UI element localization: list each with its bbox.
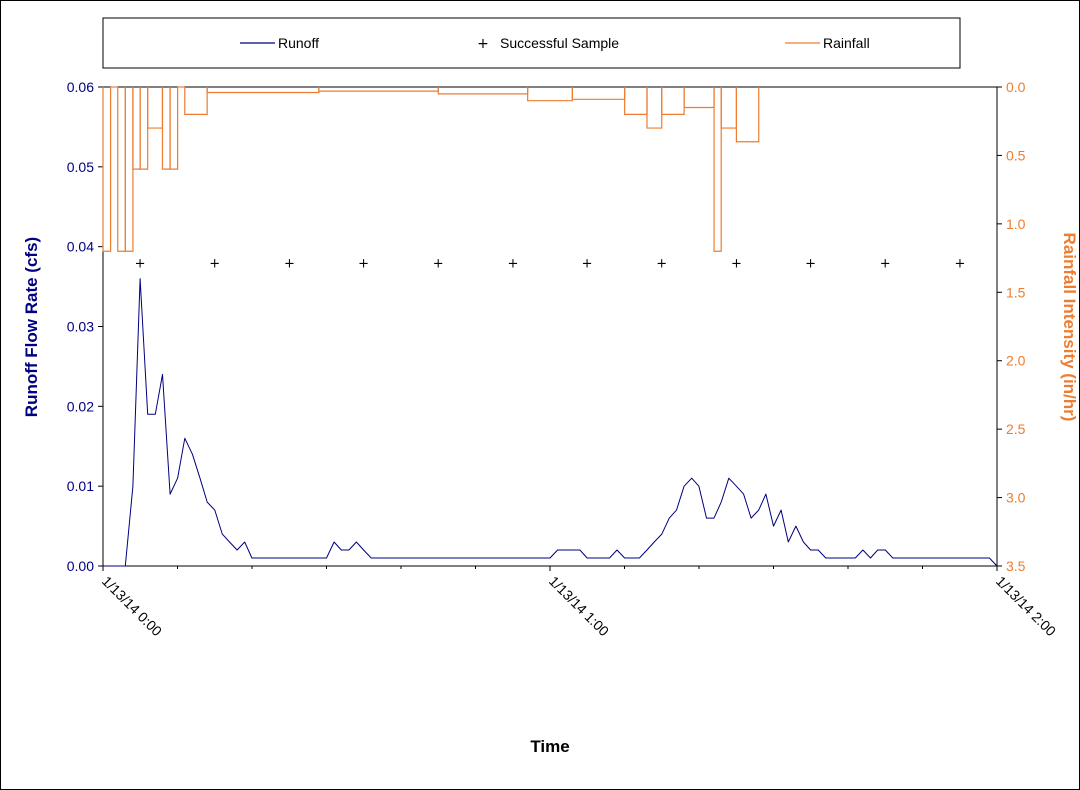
- sample-marker: +: [880, 257, 891, 272]
- runoff-series: [103, 278, 998, 567]
- sample-marker: +: [284, 257, 295, 272]
- sample-marker: +: [433, 257, 444, 272]
- x-axis-title: Time: [530, 737, 569, 756]
- y-left-tick-label: 0.02: [67, 398, 94, 414]
- y-left-axis-title: Runoff Flow Rate (cfs): [22, 237, 41, 417]
- rainfall-step: [124, 87, 134, 252]
- legend-sample-label: Successful Sample: [500, 35, 619, 51]
- y-right-tick-label: 2.5: [1006, 421, 1026, 437]
- y-right-tick-label: 1.0: [1006, 216, 1026, 232]
- rainfall-step: [571, 87, 626, 100]
- y-left-tick-label: 0.00: [67, 558, 94, 574]
- x-tick-label: 1/13/14 1:00: [546, 573, 613, 640]
- x-axis: 1/13/14 0:00 1/13/14 1:00 1/13/14 2:00: [99, 566, 1060, 640]
- rainfall-step: [713, 87, 722, 252]
- y-left-tick-label: 0.01: [67, 478, 94, 494]
- y-left-tick-label: 0.05: [67, 159, 94, 175]
- sample-marker: +: [358, 257, 369, 272]
- rainfall-step: [646, 87, 663, 129]
- rainfall-step: [117, 87, 126, 252]
- rainfall-step: [624, 87, 648, 115]
- y-right-tick-label: 0.5: [1006, 147, 1026, 163]
- sample-marker: +: [209, 257, 220, 272]
- rainfall-step: [161, 87, 171, 170]
- legend: Runoff + Successful Sample Rainfall: [102, 17, 961, 69]
- y-right-tick-label: 1.5: [1006, 284, 1026, 300]
- rainfall-step: [169, 87, 179, 170]
- x-tick-label: 1/13/14 2:00: [993, 573, 1060, 640]
- sample-series: + + + + + + + + + + + +: [135, 257, 966, 272]
- runoff-line: [103, 278, 998, 567]
- x-tick-label: 1/13/14 0:00: [99, 573, 166, 640]
- y-left-axis: 0.00 0.01 0.02 0.03 0.04 0.05 0.06: [67, 79, 103, 574]
- rainfall-step: [735, 87, 760, 143]
- sample-marker: +: [954, 257, 965, 272]
- sample-marker: +: [135, 257, 146, 272]
- sample-marker: +: [507, 257, 518, 272]
- legend-sample-marker: +: [477, 36, 489, 52]
- rainfall-step: [147, 87, 164, 129]
- rainfall-step: [206, 87, 320, 94]
- plot-area: [102, 86, 998, 567]
- rainfall-step: [139, 87, 149, 170]
- sample-marker: +: [582, 257, 593, 272]
- rainfall-step: [184, 87, 208, 115]
- rainfall-step: [683, 87, 715, 109]
- legend-runoff-label: Runoff: [278, 35, 319, 51]
- y-right-tick-label: 3.0: [1006, 490, 1026, 506]
- sample-marker: +: [656, 257, 667, 272]
- y-left-tick-label: 0.06: [67, 79, 94, 95]
- rainfall-step: [318, 87, 439, 92]
- rainfall-step: [132, 87, 141, 170]
- y-right-tick-label: 3.5: [1006, 558, 1026, 574]
- rainfall-step: [437, 87, 529, 95]
- rainfall-step: [102, 87, 112, 252]
- y-left-tick-label: 0.04: [67, 239, 94, 255]
- sample-marker: +: [731, 257, 742, 272]
- y-right-tick-label: 2.0: [1006, 353, 1026, 369]
- y-right-axis-title: Rainfall Intensity (in/hr): [1060, 233, 1079, 422]
- rainfall-step: [527, 87, 573, 102]
- y-right-tick-label: 0.0: [1006, 79, 1026, 95]
- rainfall-series: [102, 86, 760, 252]
- rainfall-step: [720, 87, 737, 129]
- y-right-axis: 0.0 0.5 1.0 1.5 2.0 2.5 3.0 3.5: [997, 79, 1026, 574]
- sample-marker: +: [805, 257, 816, 272]
- legend-rainfall-label: Rainfall: [823, 35, 870, 51]
- rainfall-step: [661, 87, 685, 115]
- y-left-tick-label: 0.03: [67, 319, 94, 335]
